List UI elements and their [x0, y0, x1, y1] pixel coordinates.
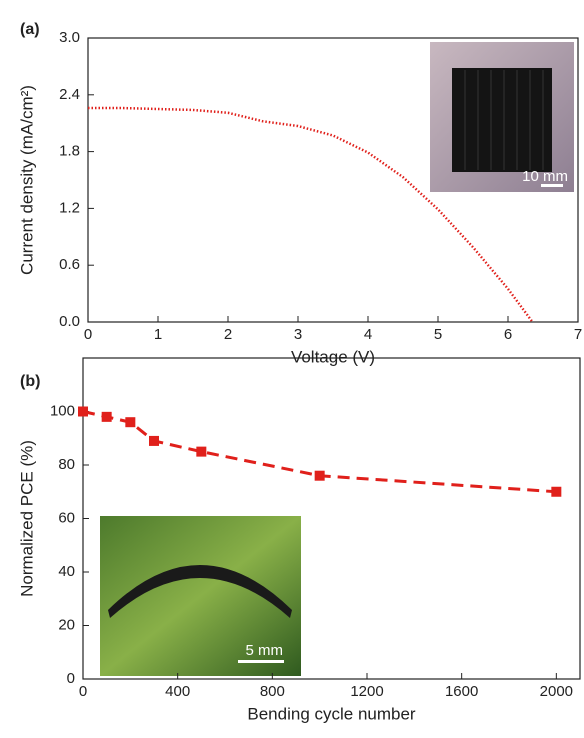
x-tick-label: 2	[224, 326, 232, 343]
y-tick-label: 20	[58, 616, 75, 633]
inset-photo-a	[430, 42, 574, 192]
data-marker	[551, 486, 562, 497]
y-axis-label: Current density (mA/cm²)	[17, 85, 36, 275]
y-tick-label: 1.2	[59, 199, 80, 216]
plot-frame	[87, 37, 579, 323]
y-tick-label: 0.6	[59, 256, 80, 273]
x-tick-label: 0	[84, 326, 92, 343]
y-axis-label: Normalized PCE (%)	[17, 440, 36, 597]
panel-label: (b)	[20, 373, 40, 390]
inset-photo-b	[100, 516, 301, 676]
x-tick-label: 7	[574, 326, 582, 343]
y-tick-label: 100	[50, 402, 75, 419]
y-tick-label: 40	[58, 563, 75, 580]
x-axis-label: Voltage (V)	[291, 347, 375, 366]
x-tick-label: 1	[154, 326, 162, 343]
panel-label: (a)	[20, 21, 40, 38]
data-marker	[101, 411, 112, 422]
y-tick-label: 80	[58, 456, 75, 473]
inset-scale-label: 5 mm	[246, 642, 284, 659]
x-tick-label: 1200	[350, 683, 383, 700]
y-tick-label: 0.0	[59, 313, 80, 330]
data-marker	[125, 417, 136, 428]
y-tick-label: 1.8	[59, 143, 80, 160]
x-tick-label: 5	[434, 326, 442, 343]
data-marker	[196, 446, 207, 457]
inset-scale-label: 10 mm	[522, 168, 568, 185]
y-tick-label: 0	[67, 670, 75, 687]
y-tick-label: 60	[58, 509, 75, 526]
x-tick-label: 3	[294, 326, 302, 343]
y-tick-label: 3.0	[59, 29, 80, 46]
x-tick-label: 400	[165, 683, 190, 700]
x-tick-label: 6	[504, 326, 512, 343]
x-tick-label: 1600	[445, 683, 478, 700]
y-tick-label: 2.4	[59, 86, 80, 103]
data-marker	[78, 406, 88, 417]
x-axis-label: Bending cycle number	[247, 704, 416, 723]
x-tick-label: 4	[364, 326, 372, 343]
data-marker	[314, 470, 325, 481]
x-tick-label: 2000	[540, 683, 573, 700]
x-tick-label: 0	[79, 683, 87, 700]
data-marker	[149, 435, 159, 446]
x-tick-label: 800	[260, 683, 285, 700]
